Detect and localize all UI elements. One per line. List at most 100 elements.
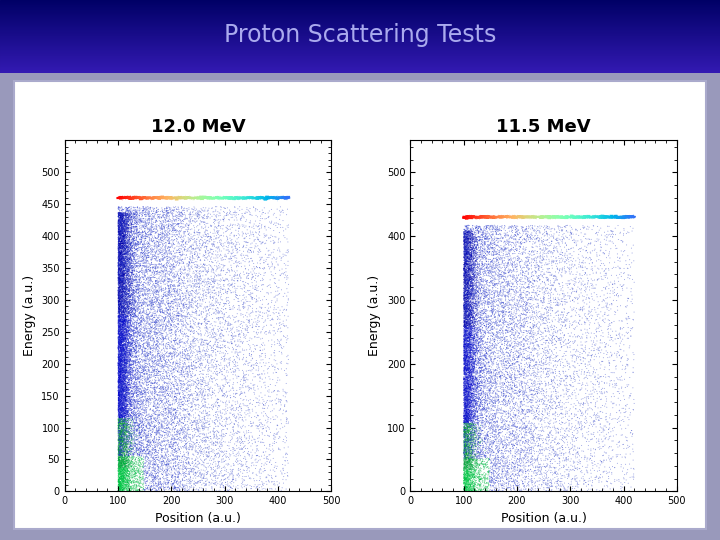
Point	[114, 327, 126, 335]
Point	[497, 379, 508, 387]
Point	[462, 279, 473, 287]
Point	[522, 340, 534, 349]
Point	[156, 345, 168, 354]
Point	[125, 306, 136, 314]
Point	[484, 300, 495, 308]
Point	[128, 410, 140, 419]
Point	[120, 435, 131, 444]
Point	[210, 345, 221, 354]
Point	[549, 457, 561, 465]
Point	[133, 299, 145, 308]
Point	[496, 237, 508, 245]
Point	[465, 308, 477, 316]
Point	[546, 482, 557, 490]
Point	[460, 390, 472, 399]
Point	[121, 281, 132, 290]
Point	[129, 252, 140, 261]
Point	[531, 398, 542, 407]
Point	[477, 457, 489, 465]
Point	[503, 483, 515, 492]
Point	[133, 254, 145, 263]
Point	[120, 312, 131, 320]
Point	[463, 326, 474, 335]
Point	[557, 289, 568, 298]
Point	[607, 415, 618, 423]
Point	[491, 380, 503, 389]
Point	[163, 404, 175, 413]
Point	[474, 470, 485, 478]
Point	[112, 296, 124, 305]
Point	[466, 358, 477, 367]
Point	[493, 226, 505, 235]
Point	[121, 407, 132, 416]
Point	[489, 410, 500, 419]
Point	[132, 303, 144, 312]
Point	[473, 284, 485, 293]
Point	[184, 242, 196, 251]
Point	[518, 284, 530, 292]
Point	[520, 383, 531, 391]
Point	[122, 225, 133, 233]
Point	[459, 303, 471, 312]
Point	[141, 395, 153, 403]
Point	[138, 367, 149, 375]
Point	[464, 255, 475, 264]
Point	[513, 481, 525, 490]
Point	[154, 422, 166, 431]
Point	[121, 260, 132, 268]
Point	[462, 256, 473, 265]
Point	[114, 226, 125, 234]
Point	[459, 241, 471, 249]
Point	[158, 400, 169, 409]
Point	[505, 285, 517, 294]
Point	[238, 372, 249, 380]
Point	[460, 265, 472, 274]
Point	[461, 462, 472, 471]
Point	[120, 421, 131, 429]
Point	[150, 276, 161, 285]
Point	[459, 321, 470, 329]
Point	[117, 242, 129, 251]
Point	[560, 295, 572, 303]
Point	[568, 303, 580, 312]
Point	[127, 293, 139, 301]
Point	[463, 447, 474, 455]
Point	[118, 319, 130, 328]
Point	[148, 467, 160, 476]
Point	[114, 404, 126, 413]
Point	[198, 347, 210, 355]
Point	[515, 461, 526, 470]
Point	[459, 286, 471, 294]
Point	[462, 404, 473, 413]
Point	[113, 262, 125, 271]
Point	[505, 247, 516, 255]
Point	[222, 224, 233, 233]
Point	[158, 210, 170, 219]
Point	[479, 473, 490, 482]
Point	[461, 298, 472, 306]
Point	[461, 455, 472, 464]
Point	[119, 483, 130, 492]
Point	[547, 232, 559, 240]
Point	[468, 353, 480, 361]
Point	[114, 484, 125, 493]
Point	[559, 316, 571, 325]
Point	[178, 387, 189, 395]
Point	[113, 325, 125, 334]
Point	[464, 383, 475, 391]
Point	[495, 329, 506, 338]
Point	[114, 347, 126, 355]
Point	[472, 369, 483, 377]
Point	[537, 265, 549, 274]
Point	[543, 396, 554, 405]
Point	[474, 289, 486, 298]
Point	[202, 443, 213, 452]
Point	[245, 246, 256, 255]
Point	[117, 472, 128, 481]
Point	[120, 387, 131, 396]
Point	[481, 317, 492, 326]
Point	[177, 296, 189, 305]
Point	[166, 287, 177, 296]
Point	[536, 482, 547, 490]
Point	[271, 387, 283, 395]
